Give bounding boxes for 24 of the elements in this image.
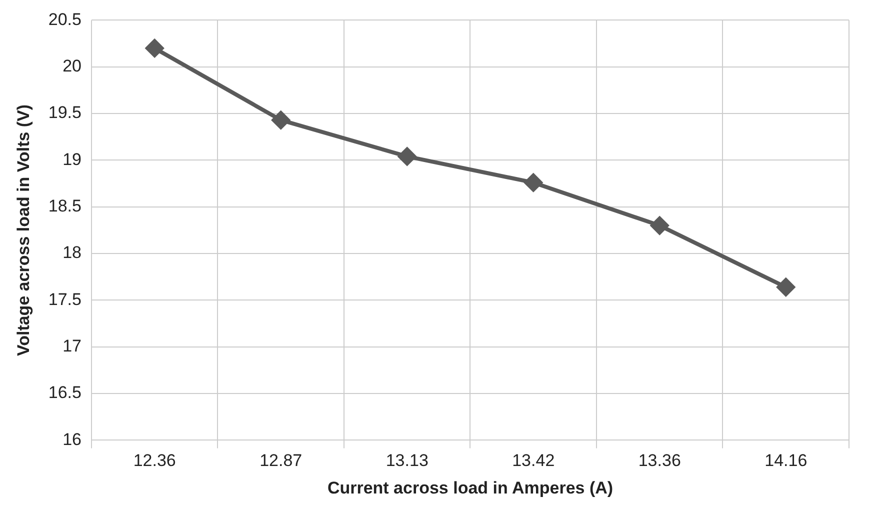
x-tick-label: 12.87: [260, 451, 302, 470]
y-tick-label: 18.5: [48, 196, 82, 216]
x-axis-title: Current across load in Amperes (A): [327, 478, 614, 498]
point: [524, 174, 542, 192]
y-tick-label: 19.5: [48, 103, 82, 122]
y-tick-label: 16: [62, 430, 82, 449]
x-tick-label: 14.16: [764, 451, 808, 470]
y-tick-label: 20: [62, 56, 82, 76]
y-tick-label: 17: [62, 336, 82, 356]
x-tick-label: 13.13: [386, 451, 428, 470]
x-tick-label: 13.36: [638, 451, 681, 470]
y-tick-label: 16.5: [48, 383, 82, 402]
y-tick-label: 20.5: [48, 10, 82, 29]
y-tick-label: 18: [62, 243, 82, 262]
point: [272, 111, 290, 130]
point: [650, 216, 669, 235]
point: [146, 39, 164, 58]
x-tick-label: 13.42: [512, 451, 555, 470]
x-tick-label: 12.36: [133, 451, 176, 470]
y-axis-title: Voltage across load in Volts (V): [14, 104, 33, 356]
point: [776, 278, 795, 296]
y-tick-label: 19: [62, 150, 82, 169]
point: [398, 147, 416, 166]
y-tick-label: 17.5: [48, 290, 82, 309]
